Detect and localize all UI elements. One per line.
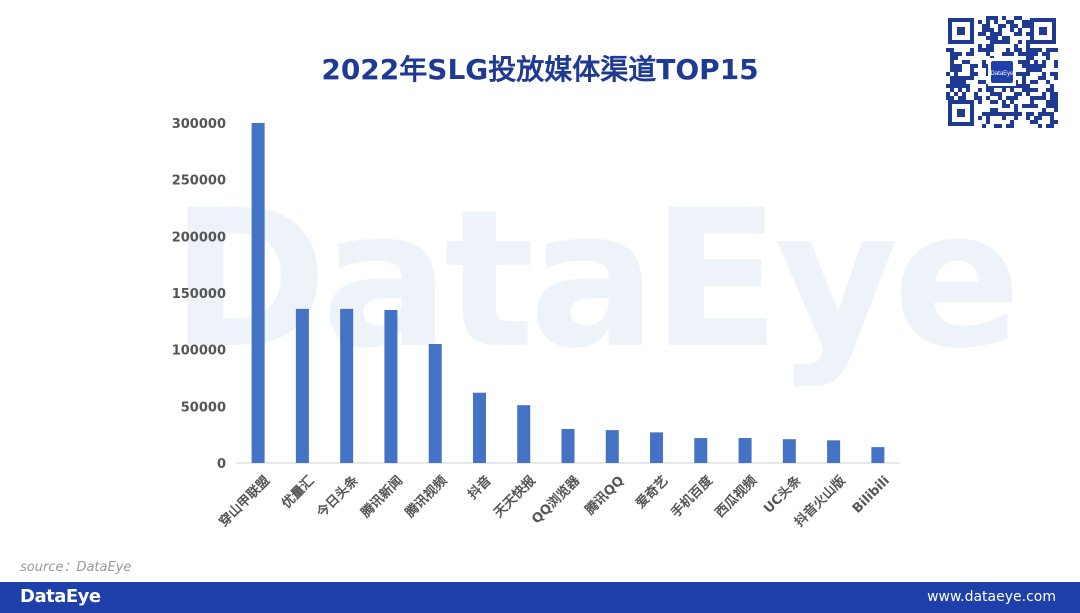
bar <box>428 344 442 463</box>
x-tick-label: 西瓜视频 <box>712 473 760 521</box>
bar-chart: 0 50000 100000 150000 200000 250000 300000 穿山甲… <box>172 117 900 530</box>
bar <box>827 440 841 463</box>
y-tick-label: 200000 <box>172 230 226 245</box>
bar <box>517 405 531 463</box>
x-tick-label: 爱奇艺 <box>633 473 672 512</box>
footer-brand: DataEye <box>20 586 101 607</box>
source-note: source：DataEye <box>20 560 132 575</box>
bar <box>605 430 619 463</box>
bar <box>340 308 354 463</box>
footer-bar: DataEye www.dataeye.com <box>0 582 1080 613</box>
x-tick-label: 腾讯新闻 <box>357 473 406 522</box>
bar <box>694 438 708 463</box>
x-tick-label: 今日头条 <box>313 472 362 521</box>
x-tick-label: 穿山甲联盟 <box>216 473 273 530</box>
qr-badge-label: DataEye <box>990 71 1014 77</box>
chart-title: 2022年SLG投放媒体渠道TOP15 <box>321 53 759 86</box>
x-tick-label: 腾讯视频 <box>401 473 450 522</box>
qr-code: DataEye <box>946 16 1058 128</box>
bar <box>472 392 486 463</box>
bar <box>295 308 309 463</box>
x-tick-label: 优量汇 <box>279 473 318 512</box>
bar <box>650 432 664 463</box>
x-tick-label: QQ浏览器 <box>529 472 584 527</box>
bar <box>251 123 265 463</box>
y-tick-label: 100000 <box>172 344 226 359</box>
y-tick-label: 250000 <box>172 174 226 189</box>
bar <box>871 447 885 463</box>
bar <box>782 439 796 463</box>
x-tick-label: 手机百度 <box>668 472 717 521</box>
y-tick-label: 300000 <box>172 117 226 132</box>
watermark: DataEye <box>170 169 1021 390</box>
y-tick-label: 0 <box>217 457 226 472</box>
y-tick-label: 150000 <box>172 287 226 302</box>
y-tick-label: 50000 <box>181 400 226 415</box>
bar <box>738 438 752 463</box>
footer-url[interactable]: www.dataeye.com <box>927 589 1056 605</box>
x-tick-label: 腾讯QQ <box>581 473 627 519</box>
x-tick-label: UC头条 <box>760 472 805 517</box>
x-tick-label: 抖音 <box>465 473 495 503</box>
bar <box>561 429 575 463</box>
x-tick-label: Bilibili <box>850 473 893 516</box>
bar <box>384 310 398 463</box>
